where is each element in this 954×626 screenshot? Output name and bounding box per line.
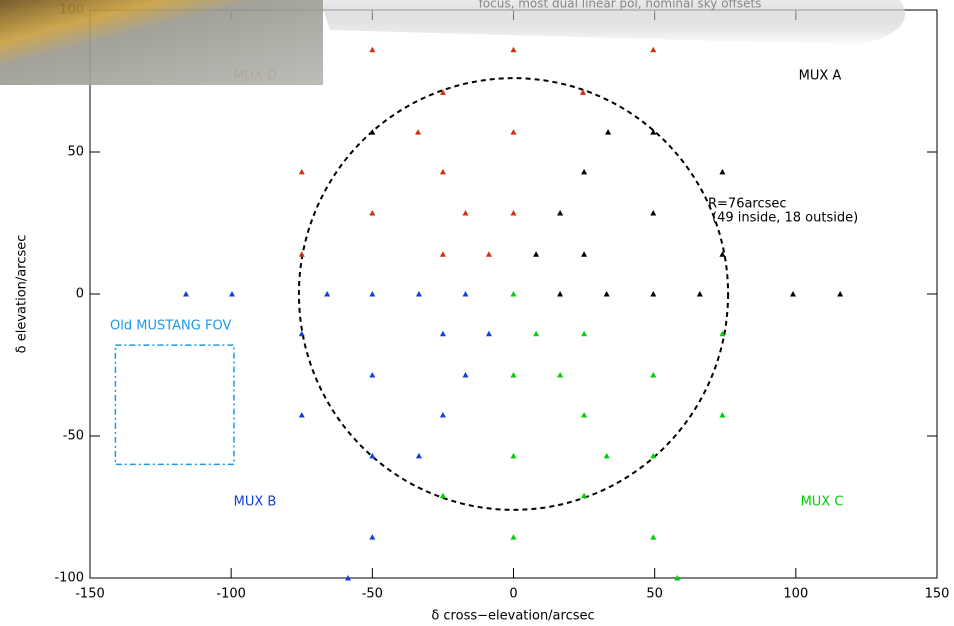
detector-point	[229, 291, 235, 297]
x-tick-label: -50	[362, 587, 383, 602]
detector-point	[511, 291, 517, 297]
detector-point	[369, 372, 375, 378]
detector-point	[557, 210, 563, 216]
detector-point	[511, 372, 517, 378]
detector-point	[440, 251, 446, 256]
detector-point	[557, 291, 563, 297]
photo-overlay	[0, 0, 323, 85]
detector-point	[369, 534, 375, 540]
x-tick-label: 0	[509, 587, 517, 602]
y-tick-label: 0	[76, 287, 84, 302]
detector-point	[299, 251, 305, 256]
detector-point	[463, 210, 469, 216]
detector-point	[581, 493, 587, 499]
detector-point	[533, 331, 539, 337]
detector-point	[416, 453, 422, 459]
detector-point	[604, 291, 610, 297]
y-tick-label: -50	[63, 429, 84, 444]
detector-point	[511, 453, 517, 459]
detector-point	[511, 210, 517, 216]
circle-label: R=76arcsec	[708, 197, 787, 212]
detector-point	[557, 372, 563, 378]
detector-point	[650, 210, 656, 216]
detector-point	[324, 291, 330, 297]
detector-point	[533, 251, 539, 256]
fov-label: Old MUSTANG FOV	[110, 319, 231, 334]
detector-point	[511, 534, 517, 540]
detector-point	[440, 331, 446, 337]
x-tick-label: 50	[646, 587, 663, 602]
detector-point	[837, 291, 843, 297]
detector-point	[511, 47, 517, 53]
detector-point	[486, 251, 492, 256]
detector-point	[369, 129, 375, 135]
detector-point	[580, 89, 586, 95]
fov-box	[115, 345, 234, 464]
detector-point	[581, 412, 587, 418]
y-axis-label: δ elevation/arcsec	[15, 235, 30, 354]
detector-point	[440, 169, 446, 175]
detector-point	[581, 251, 587, 256]
detector-point	[299, 412, 305, 418]
detector-point	[697, 291, 703, 297]
detector-point	[463, 372, 469, 378]
detector-point	[369, 210, 375, 216]
x-tick-label: -150	[75, 587, 105, 602]
detector-point	[650, 534, 656, 540]
detector-point	[440, 412, 446, 418]
detector-point	[440, 493, 446, 499]
detector-point	[183, 291, 189, 297]
chart-title: focus, most dual linear pol, nominal sky…	[479, 0, 762, 11]
series-label: MUX A	[799, 69, 842, 84]
chart: -150-100-50050100150-100-50050100R=76arc…	[0, 0, 954, 626]
detector-point	[790, 291, 796, 297]
x-tick-label: -100	[216, 587, 246, 602]
detector-point	[581, 169, 587, 175]
detector-point	[650, 129, 656, 135]
detector-point	[416, 291, 422, 297]
x-tick-label: 100	[783, 587, 808, 602]
x-axis-label: δ cross−elevation/arcsec	[431, 609, 594, 624]
plot-area: -150-100-50050100150-100-50050100R=76arc…	[54, 3, 949, 602]
detector-point	[650, 372, 656, 378]
detector-point	[719, 169, 725, 175]
x-tick-label: 150	[925, 587, 950, 602]
y-tick-label: 50	[67, 145, 84, 160]
y-tick-label: -100	[54, 571, 84, 586]
detector-point	[605, 129, 611, 135]
detector-point	[299, 169, 305, 175]
detector-point	[581, 331, 587, 337]
detector-point	[415, 129, 421, 135]
series-label: MUX C	[801, 495, 844, 510]
detector-point	[604, 453, 610, 459]
detector-point	[369, 47, 375, 53]
circle-note: (49 inside, 18 outside)	[712, 211, 858, 226]
detector-point	[299, 331, 305, 337]
detector-point	[486, 331, 492, 337]
detector-point	[650, 47, 656, 53]
detector-point	[511, 129, 517, 135]
detector-point	[719, 412, 725, 418]
detector-point	[650, 291, 656, 297]
series-label: MUX B	[234, 495, 277, 510]
detector-point	[369, 291, 375, 297]
detector-point	[463, 291, 469, 297]
